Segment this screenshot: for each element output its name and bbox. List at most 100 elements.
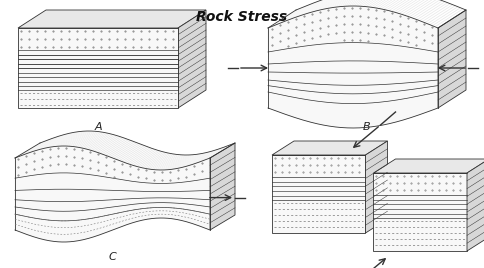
Polygon shape (124, 148, 151, 163)
Polygon shape (27, 138, 53, 154)
Polygon shape (160, 155, 186, 170)
Polygon shape (390, 0, 419, 12)
Polygon shape (303, 0, 332, 14)
Polygon shape (286, 2, 314, 21)
Polygon shape (268, 10, 296, 28)
Polygon shape (426, 6, 455, 24)
Polygon shape (117, 145, 143, 160)
Polygon shape (436, 10, 465, 28)
Polygon shape (207, 144, 232, 159)
Polygon shape (288, 2, 317, 20)
Polygon shape (21, 140, 47, 156)
Polygon shape (87, 134, 113, 150)
Polygon shape (122, 147, 149, 162)
Polygon shape (18, 10, 206, 28)
Polygon shape (40, 134, 66, 149)
Polygon shape (308, 0, 337, 13)
Polygon shape (62, 131, 88, 146)
Polygon shape (293, 0, 322, 18)
Polygon shape (142, 153, 168, 168)
Polygon shape (314, 0, 342, 12)
Polygon shape (408, 0, 437, 17)
Polygon shape (68, 131, 94, 146)
Polygon shape (365, 141, 387, 233)
Polygon shape (385, 0, 414, 10)
Polygon shape (126, 148, 152, 164)
Polygon shape (428, 6, 457, 25)
Polygon shape (23, 140, 49, 155)
Polygon shape (382, 0, 411, 10)
Polygon shape (101, 139, 127, 154)
Polygon shape (156, 155, 182, 170)
Polygon shape (175, 154, 201, 169)
Polygon shape (272, 141, 387, 155)
Polygon shape (434, 9, 463, 27)
Polygon shape (169, 154, 196, 170)
Polygon shape (66, 131, 92, 146)
Polygon shape (400, 0, 429, 14)
Polygon shape (109, 142, 135, 157)
Polygon shape (113, 143, 139, 159)
Polygon shape (193, 149, 219, 164)
Polygon shape (150, 154, 176, 169)
Polygon shape (173, 154, 199, 169)
Polygon shape (18, 73, 178, 90)
Polygon shape (77, 132, 104, 147)
Polygon shape (134, 151, 160, 166)
Polygon shape (91, 135, 117, 151)
Polygon shape (357, 0, 386, 6)
Polygon shape (329, 0, 358, 8)
Polygon shape (48, 132, 74, 147)
Polygon shape (154, 155, 180, 170)
Polygon shape (85, 134, 111, 149)
Polygon shape (79, 133, 106, 148)
Polygon shape (418, 2, 447, 21)
Polygon shape (195, 148, 221, 163)
Polygon shape (301, 0, 330, 15)
Polygon shape (171, 154, 197, 169)
Polygon shape (421, 3, 450, 22)
Polygon shape (324, 0, 352, 9)
Polygon shape (95, 137, 121, 152)
Polygon shape (60, 131, 86, 146)
Polygon shape (93, 136, 119, 151)
Text: B: B (363, 122, 370, 132)
Polygon shape (36, 135, 62, 150)
Polygon shape (296, 0, 324, 17)
Polygon shape (393, 0, 422, 12)
Polygon shape (178, 10, 206, 108)
Polygon shape (81, 133, 107, 148)
Polygon shape (466, 159, 484, 251)
Polygon shape (56, 131, 82, 146)
Polygon shape (70, 131, 96, 146)
Polygon shape (140, 152, 166, 168)
Polygon shape (373, 159, 484, 173)
Polygon shape (272, 8, 302, 26)
Polygon shape (52, 132, 78, 147)
Polygon shape (38, 135, 64, 150)
Polygon shape (162, 155, 188, 170)
Polygon shape (332, 0, 360, 8)
Polygon shape (144, 153, 170, 169)
Polygon shape (111, 142, 136, 158)
Polygon shape (373, 173, 466, 251)
Polygon shape (19, 141, 45, 157)
Polygon shape (199, 147, 225, 162)
Polygon shape (378, 0, 406, 9)
Polygon shape (290, 1, 319, 19)
Polygon shape (311, 0, 340, 12)
Polygon shape (321, 0, 350, 10)
Polygon shape (375, 0, 404, 8)
Polygon shape (395, 0, 424, 13)
Polygon shape (410, 0, 439, 18)
Polygon shape (380, 0, 409, 9)
Polygon shape (15, 146, 210, 242)
Polygon shape (107, 141, 133, 156)
Polygon shape (306, 0, 334, 14)
Polygon shape (76, 132, 102, 147)
Polygon shape (148, 154, 174, 169)
Polygon shape (30, 137, 57, 152)
Polygon shape (130, 150, 156, 165)
Polygon shape (115, 144, 141, 159)
Text: A: A (94, 122, 102, 132)
